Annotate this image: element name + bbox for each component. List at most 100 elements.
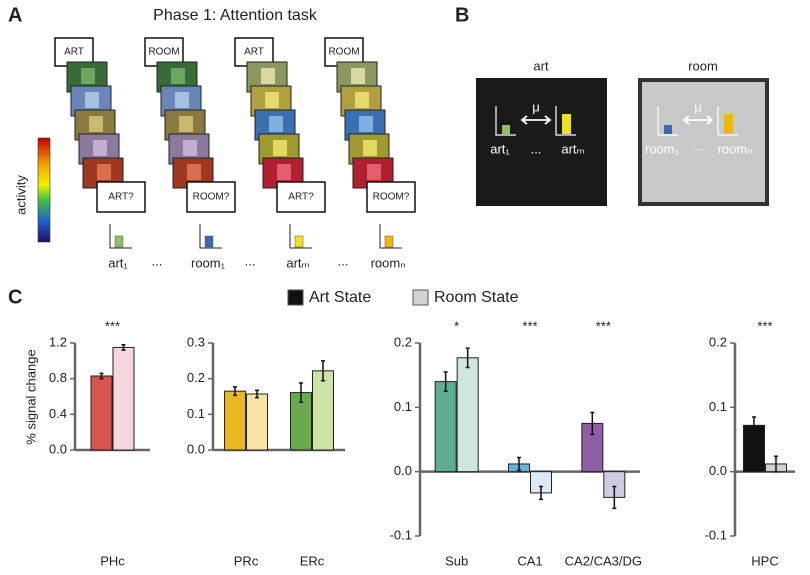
pattern-label: artₘ (561, 141, 584, 156)
error-bar (612, 485, 617, 510)
probe-box (366, 181, 416, 213)
y-tick-label: 0.2 (709, 334, 727, 349)
panel-label: A (8, 4, 22, 26)
bar (246, 393, 268, 451)
image-detail (171, 68, 185, 84)
error-bar (299, 382, 303, 403)
pattern-axis (109, 224, 132, 249)
image-detail (355, 92, 369, 108)
probe-label: ART? (288, 192, 314, 203)
pattern-axis (379, 224, 402, 249)
probe-box (276, 181, 326, 213)
pattern-axis (717, 106, 738, 136)
pattern-bar (114, 235, 124, 248)
image-detail (187, 164, 201, 180)
cue-box (234, 37, 274, 67)
ellipsis: ... (531, 141, 542, 156)
pattern-label: art₁ (490, 141, 510, 156)
pattern-bar (384, 235, 394, 248)
x-tick-label: PHc (100, 553, 125, 568)
image-detail (93, 140, 107, 156)
colorbar (37, 137, 51, 243)
image-detail (183, 140, 197, 156)
pattern-bar (294, 235, 304, 248)
pattern-label: artₘ (286, 255, 309, 270)
y-tick-label: 0.1 (394, 399, 412, 414)
y-tick-label: 1.2 (49, 334, 67, 349)
image-detail (269, 116, 283, 132)
panel-title: Phase 1: Attention task (153, 7, 318, 24)
error-bar (752, 416, 756, 435)
pattern-label: room₁ (191, 255, 226, 270)
image-detail (85, 92, 99, 108)
bar (90, 375, 113, 451)
legend-label: Art State (309, 289, 371, 306)
arrow (682, 115, 714, 125)
y-tick-label: -0.1 (705, 527, 727, 542)
image-detail (175, 92, 189, 108)
legend-label: Room State (434, 289, 519, 306)
cue-label: ROOM (328, 47, 359, 58)
error-bar (121, 344, 126, 351)
image-detail (89, 116, 103, 132)
significance-label: *** (105, 318, 120, 333)
legend-swatch (412, 289, 429, 306)
pattern-bar (502, 125, 510, 134)
pattern-bar (562, 114, 571, 134)
y-tick-label: 0.0 (709, 463, 727, 478)
arrow (520, 115, 552, 125)
pattern-axis (199, 224, 222, 249)
colorbar-label: activity (13, 175, 28, 215)
error-bar (233, 386, 237, 397)
cue-box (144, 37, 184, 67)
y-axis-label: % signal change (23, 349, 38, 444)
pattern-label: roomₙ (718, 141, 753, 156)
state-title: room (688, 58, 718, 73)
significance-label: *** (757, 318, 772, 333)
image-detail (351, 68, 365, 84)
ellipsis: ··· (692, 141, 705, 156)
significance-label: *** (596, 318, 611, 333)
error-bar (517, 456, 521, 472)
cue-label: ART (64, 47, 84, 58)
bar (224, 390, 246, 451)
probe-label: ART? (108, 192, 134, 203)
state-title: art (533, 58, 549, 73)
probe-label: ROOM? (373, 192, 410, 203)
image-detail (261, 68, 275, 84)
error-bar (443, 371, 448, 392)
error-bar (321, 360, 325, 382)
bar (312, 370, 334, 451)
error-bar (99, 372, 104, 380)
image-detail (273, 140, 287, 156)
pattern-axis (657, 106, 678, 136)
pattern-bar (664, 125, 672, 134)
pattern-bar (204, 235, 214, 248)
error-bar (774, 455, 778, 473)
pattern-axis (555, 106, 576, 136)
image-detail (81, 68, 95, 84)
state-box (476, 78, 607, 206)
x-tick-label: ERc (300, 553, 325, 568)
pattern-label: room₁ (645, 141, 680, 156)
pattern-bar (724, 114, 733, 134)
probe-box (186, 181, 236, 213)
panel-label: C (8, 286, 22, 308)
x-tick-label: CA1 (517, 553, 542, 568)
error-bar (465, 347, 470, 369)
pattern-label: art₁ (108, 255, 128, 270)
y-tick-label: -0.1 (390, 527, 412, 542)
image-detail (97, 164, 111, 180)
y-tick-label: 0.3 (187, 334, 205, 349)
x-tick-label: PRc (234, 553, 259, 568)
bar (434, 381, 457, 473)
error-bar (255, 389, 259, 399)
ellipsis: ... (338, 253, 349, 268)
image-detail (359, 116, 373, 132)
image-detail (277, 164, 291, 180)
pattern-axis (495, 106, 516, 136)
cue-label: ROOM (148, 47, 179, 58)
image-detail (363, 140, 377, 156)
x-tick-label: HPC (751, 553, 778, 568)
probe-label: ROOM? (193, 192, 230, 203)
